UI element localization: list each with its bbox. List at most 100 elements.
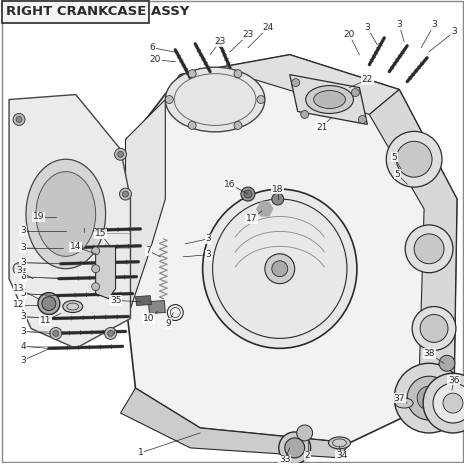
Text: 36: 36 [448, 376, 460, 385]
Text: 5: 5 [392, 153, 397, 162]
Circle shape [188, 121, 196, 129]
Circle shape [396, 141, 432, 177]
Text: 3: 3 [20, 356, 26, 365]
Polygon shape [96, 247, 116, 299]
Text: 23: 23 [242, 30, 253, 40]
Text: 5: 5 [394, 170, 400, 179]
Polygon shape [126, 100, 166, 309]
Circle shape [272, 193, 284, 205]
Text: 10: 10 [143, 314, 154, 323]
Text: 4: 4 [20, 342, 26, 351]
Circle shape [433, 383, 465, 423]
Circle shape [92, 283, 100, 291]
Polygon shape [265, 209, 273, 216]
Text: 34: 34 [336, 452, 347, 460]
Circle shape [234, 121, 242, 129]
Circle shape [412, 306, 456, 350]
Text: 16: 16 [224, 179, 236, 189]
Polygon shape [290, 75, 367, 125]
Text: 3: 3 [396, 20, 402, 29]
Text: 3: 3 [20, 243, 26, 252]
Text: 11: 11 [40, 316, 52, 325]
Text: 3: 3 [20, 327, 26, 336]
Text: 14: 14 [70, 242, 81, 251]
Circle shape [352, 88, 359, 97]
Ellipse shape [42, 297, 56, 311]
Ellipse shape [395, 398, 413, 408]
Ellipse shape [36, 172, 96, 256]
Text: 19: 19 [33, 213, 45, 221]
Polygon shape [166, 55, 399, 114]
Text: 3: 3 [20, 226, 26, 235]
Text: 37: 37 [393, 393, 405, 403]
Circle shape [53, 331, 59, 336]
Text: 12: 12 [13, 300, 25, 309]
Ellipse shape [63, 300, 83, 312]
Circle shape [386, 132, 442, 187]
Polygon shape [257, 202, 265, 209]
Circle shape [405, 225, 453, 272]
Text: RIGHT CRANKCASE ASSY: RIGHT CRANKCASE ASSY [6, 6, 189, 19]
Polygon shape [135, 296, 152, 306]
Circle shape [407, 376, 451, 420]
Text: 17: 17 [246, 214, 258, 224]
Polygon shape [261, 209, 269, 216]
Text: 20: 20 [150, 55, 161, 64]
Circle shape [50, 327, 62, 339]
Text: 24: 24 [262, 23, 273, 33]
Text: 3: 3 [16, 266, 22, 275]
Circle shape [244, 190, 252, 198]
Polygon shape [257, 209, 265, 216]
Circle shape [166, 95, 173, 104]
Text: 21: 21 [316, 123, 327, 132]
Circle shape [13, 263, 25, 275]
Circle shape [107, 331, 113, 336]
Text: 38: 38 [423, 349, 435, 358]
Polygon shape [9, 94, 131, 348]
Circle shape [297, 425, 312, 441]
Text: 3: 3 [20, 312, 26, 321]
Circle shape [417, 386, 441, 410]
Circle shape [13, 113, 25, 126]
Ellipse shape [26, 159, 106, 269]
Circle shape [279, 432, 311, 464]
Text: 15: 15 [95, 229, 106, 239]
Circle shape [105, 327, 117, 339]
Polygon shape [265, 202, 273, 209]
Text: 33: 33 [279, 455, 291, 465]
Ellipse shape [329, 437, 351, 449]
Text: 5: 5 [20, 289, 26, 298]
Circle shape [285, 438, 305, 458]
Text: 13: 13 [13, 284, 25, 293]
Circle shape [423, 373, 465, 433]
Polygon shape [126, 55, 457, 443]
Circle shape [420, 314, 448, 342]
Text: 35: 35 [110, 296, 121, 305]
Circle shape [234, 70, 242, 78]
Circle shape [92, 247, 100, 255]
Text: 20: 20 [344, 30, 355, 40]
Text: 1: 1 [138, 448, 143, 458]
Text: 6: 6 [20, 272, 26, 281]
Text: 3: 3 [365, 23, 370, 33]
Ellipse shape [166, 67, 265, 132]
Text: 22: 22 [362, 75, 373, 84]
Circle shape [443, 393, 463, 413]
Circle shape [122, 191, 128, 197]
Circle shape [301, 111, 309, 119]
Circle shape [16, 266, 22, 272]
Ellipse shape [272, 261, 288, 277]
Text: 3: 3 [451, 27, 457, 36]
Ellipse shape [306, 86, 353, 113]
Polygon shape [261, 202, 269, 209]
Polygon shape [148, 300, 166, 313]
Circle shape [414, 234, 444, 264]
Circle shape [394, 363, 464, 433]
Text: 2: 2 [305, 452, 311, 460]
Circle shape [16, 116, 22, 122]
Circle shape [241, 187, 255, 201]
Polygon shape [120, 388, 349, 458]
Circle shape [439, 355, 455, 371]
Circle shape [92, 265, 100, 272]
Ellipse shape [38, 292, 60, 314]
